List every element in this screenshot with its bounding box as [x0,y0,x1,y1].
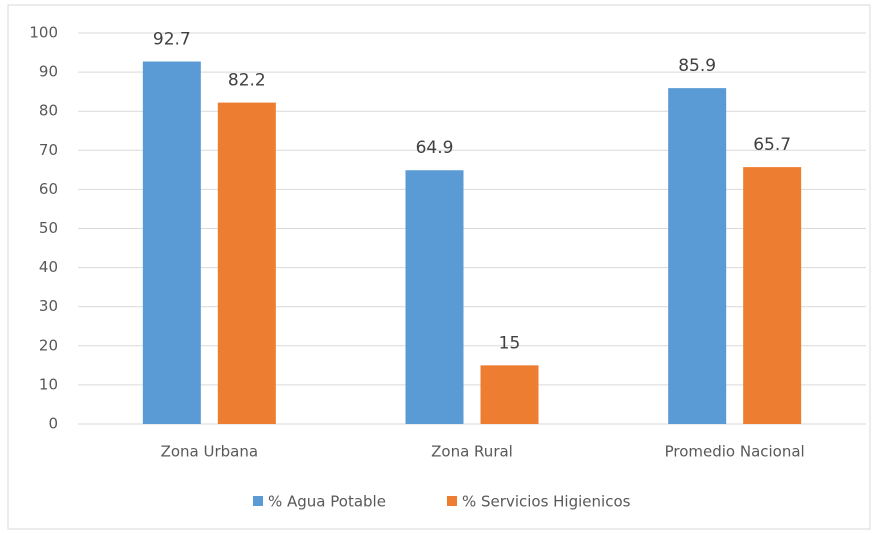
y-tick-label: 80 [39,102,58,120]
legend-swatch [253,496,263,506]
bar [668,88,727,425]
bar [480,365,539,424]
data-label: 65.7 [753,135,791,155]
y-tick-label: 20 [39,336,58,354]
y-tick-label: 100 [29,24,58,42]
legend-label: % Servicios Higienicos [462,493,631,511]
y-tick-label: 50 [39,219,58,237]
y-tick-label: 40 [39,258,58,276]
data-label: 92.7 [153,30,191,50]
x-tick-label: Zona Rural [431,443,513,461]
data-label: 85.9 [678,56,716,76]
bar [405,170,464,424]
y-tick-label: 0 [48,415,58,433]
legend-label: % Agua Potable [268,493,386,511]
bar [743,167,802,424]
y-tick-label: 30 [39,297,58,315]
bar [217,102,276,425]
x-tick-label: Promedio Nacional [665,443,805,461]
data-label: 15 [499,333,521,353]
bar [142,61,201,424]
y-tick-label: 10 [39,375,58,393]
y-tick-label: 70 [39,141,58,159]
y-tick-label: 90 [39,63,58,81]
legend-swatch [447,496,457,506]
data-label: 82.2 [228,71,266,91]
y-tick-label: 60 [39,180,58,198]
x-tick-label: Zona Urbana [161,443,258,461]
data-label: 64.9 [416,138,454,158]
